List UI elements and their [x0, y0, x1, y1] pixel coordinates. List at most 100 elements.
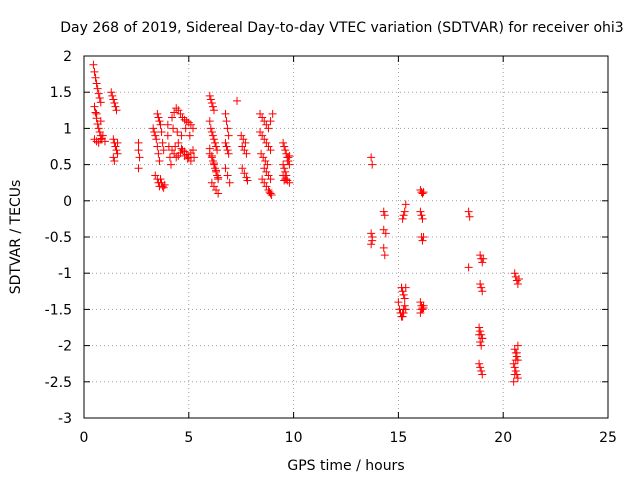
data-point: [379, 243, 388, 252]
data-point: [168, 113, 177, 122]
data-point: [111, 102, 120, 111]
data-point: [90, 67, 99, 76]
data-point: [172, 104, 181, 113]
data-point: [158, 182, 167, 191]
data-point: [510, 363, 519, 372]
data-point: [367, 153, 376, 162]
data-point: [163, 131, 172, 140]
data-point: [113, 149, 122, 158]
data-point: [398, 214, 407, 223]
data-point: [90, 102, 99, 111]
data-point: [279, 138, 288, 147]
data-point: [465, 212, 474, 221]
data-point: [109, 95, 118, 104]
data-point: [110, 99, 119, 108]
data-point: [418, 236, 427, 245]
data-point: [283, 156, 292, 165]
data-point: [181, 124, 190, 133]
data-point: [266, 175, 275, 184]
data-point: [163, 120, 172, 129]
data-point: [211, 138, 219, 147]
data-point: [419, 233, 428, 241]
data-point: [380, 211, 389, 220]
data-point: [109, 153, 118, 162]
data-point: [478, 287, 487, 296]
data-point: [260, 164, 269, 173]
data-point: [394, 298, 403, 307]
data-point: [242, 149, 251, 158]
data-point: [108, 91, 117, 100]
data-point: [400, 294, 409, 303]
data-point: [94, 124, 103, 133]
data-point: [206, 95, 215, 104]
data-point: [173, 128, 182, 137]
data-point: [266, 146, 275, 155]
data-point: [221, 164, 230, 173]
data-point: [96, 117, 105, 126]
data-point: [212, 166, 221, 175]
data-point: [160, 180, 169, 189]
data-point: [368, 233, 377, 241]
plot-frame: [83, 55, 609, 419]
data-point: [478, 370, 487, 379]
data-point: [416, 207, 425, 216]
data-point: [262, 167, 271, 176]
data-point: [398, 312, 407, 321]
data-point: [92, 79, 101, 88]
data-point: [478, 334, 487, 343]
data-point: [94, 89, 103, 98]
data-point: [207, 151, 216, 160]
data-point: [479, 254, 488, 263]
data-point: [176, 109, 185, 118]
data-point: [109, 135, 118, 144]
data-point: [112, 146, 121, 155]
data-point: [213, 171, 222, 180]
data-point: [177, 144, 186, 153]
data-point: [178, 113, 187, 122]
data-point: [208, 156, 217, 165]
data-point: [92, 137, 101, 146]
data-point: [285, 151, 294, 160]
data-point: [154, 113, 163, 122]
data-point: [261, 156, 270, 165]
data-point: [208, 131, 217, 140]
data-point: [464, 263, 473, 272]
data-point: [476, 337, 485, 346]
data-point: [207, 128, 216, 137]
data-point: [134, 164, 143, 173]
data-point: [381, 229, 390, 238]
data-point: [98, 131, 107, 140]
x-tick-label: 10: [285, 430, 303, 446]
data-point: [368, 160, 377, 169]
data-point: [134, 138, 143, 147]
data-point: [510, 269, 519, 278]
data-point: [222, 142, 231, 151]
data-point: [281, 146, 290, 155]
data-point: [209, 135, 218, 144]
data-point: [262, 138, 271, 147]
data-point: [91, 73, 100, 82]
data-point: [256, 109, 265, 118]
data-point: [214, 189, 223, 198]
x-tick-label: 20: [494, 430, 512, 446]
data-point: [266, 189, 275, 198]
data-point: [512, 348, 521, 357]
data-point: [134, 146, 143, 155]
y-tick-label: 2: [63, 49, 72, 65]
data-point: [166, 160, 175, 169]
data-point: [205, 144, 214, 153]
y-tick-label: -1: [58, 266, 72, 282]
data-point: [475, 323, 484, 332]
y-tick-label: -2: [58, 339, 72, 355]
data-point: [89, 60, 98, 69]
y-tick-label: -3: [58, 411, 72, 427]
data-point: [509, 359, 518, 368]
data-point: [401, 283, 410, 292]
data-point: [240, 146, 249, 155]
data-point: [155, 117, 164, 126]
data-point: [264, 171, 273, 180]
data-point: [258, 131, 267, 140]
y-tick-label: 0: [63, 194, 72, 210]
data-point: [223, 124, 232, 133]
data-point: [224, 149, 233, 158]
